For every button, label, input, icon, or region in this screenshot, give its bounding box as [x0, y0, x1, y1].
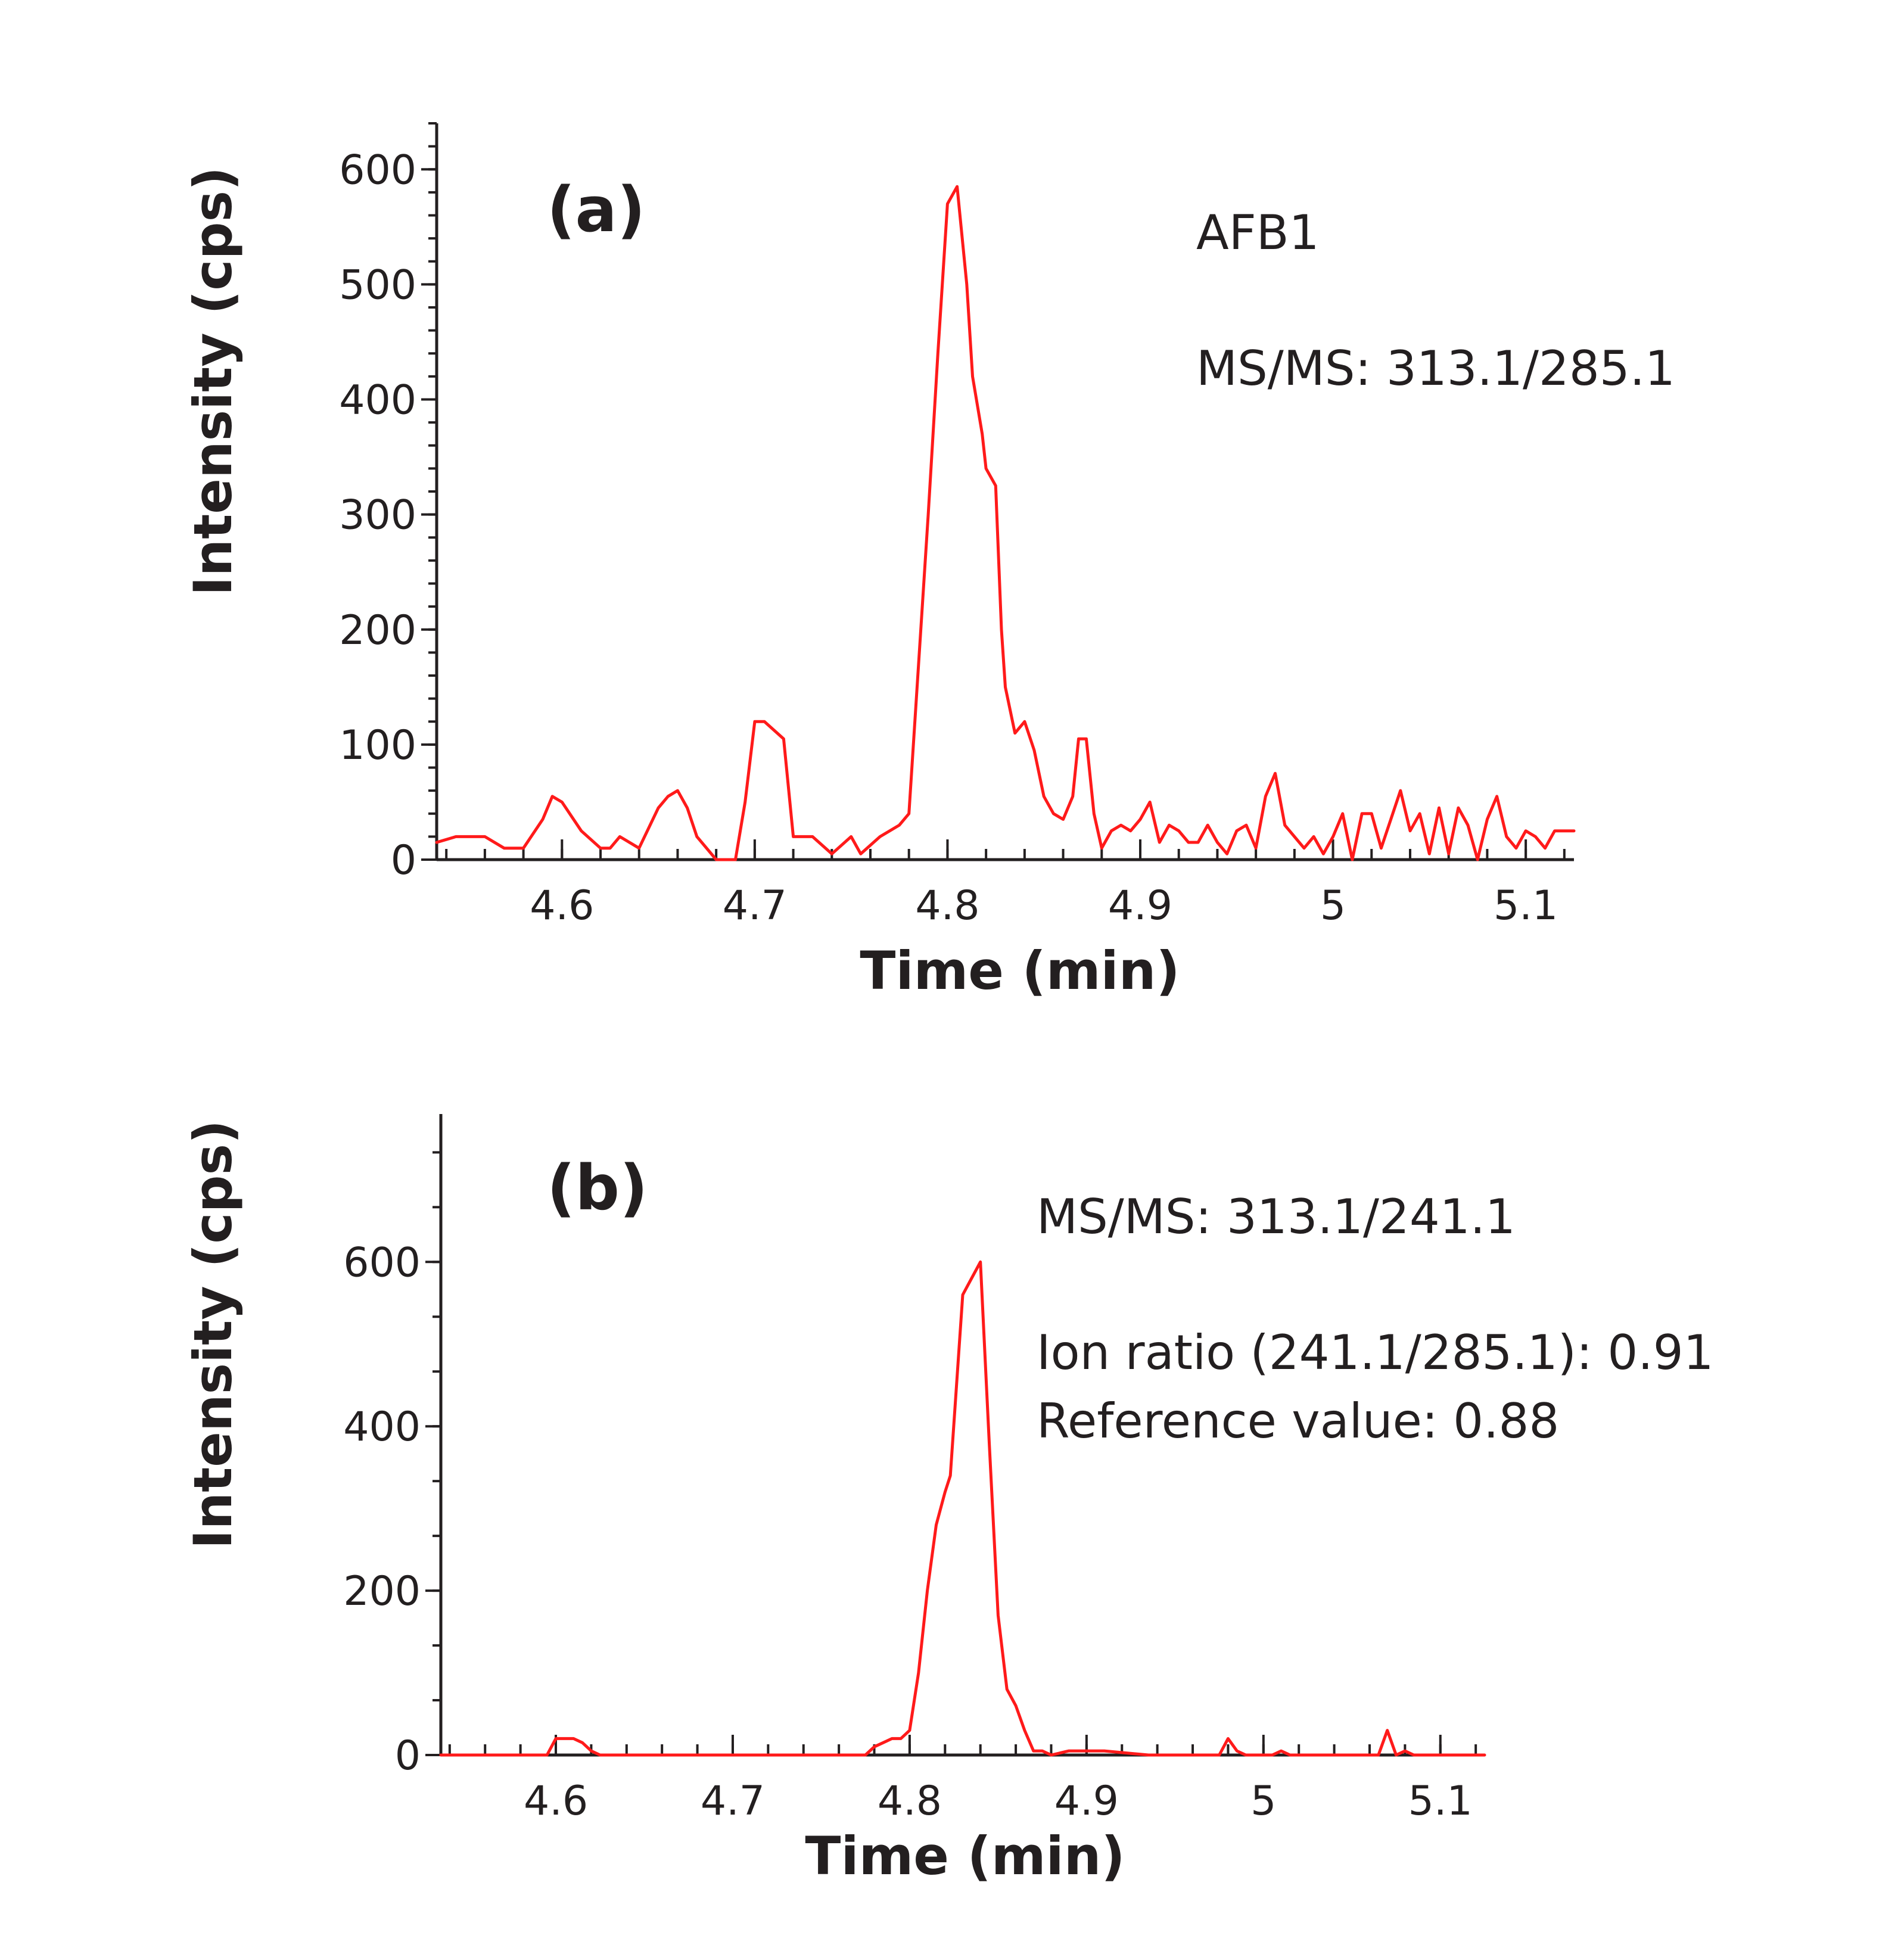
x-tick-label: 5: [1320, 882, 1346, 929]
panel-b-label: (b): [547, 1152, 648, 1224]
panel-b-trace: [439, 1260, 1486, 1757]
x-tick-label: 5: [1250, 1778, 1276, 1825]
x-tick-label: 4.7: [723, 882, 787, 929]
y-tick-label: 400: [343, 1404, 421, 1451]
x-tick-label: 4.9: [1108, 882, 1172, 929]
panel-a-trace: [435, 185, 1576, 861]
y-tick-label: 0: [395, 1732, 421, 1779]
panel-b-ion-ratio-label: Ion ratio (241.1/285.1): 0.91: [1037, 1325, 1713, 1380]
x-tick-label: 4.9: [1054, 1778, 1119, 1825]
x-tick-label: 4.8: [878, 1778, 942, 1825]
y-tick-label: 600: [343, 1239, 421, 1286]
panel-b-y-axis-title: Intensity (cps): [182, 1120, 244, 1549]
chart-panel-b: 0 200 400 600 4.6 4.7 4.8 4.9 5 5.1 (b) MS/MS: 31…: [182, 1114, 1713, 1887]
y-tick-label: 200: [343, 1568, 421, 1615]
x-tick-label: 5.1: [1408, 1778, 1473, 1825]
x-tick-label: 4.6: [530, 882, 594, 929]
x-tick-label: 4.8: [915, 882, 979, 929]
x-tick-label: 4.7: [701, 1778, 765, 1825]
panel-b-transition-label: MS/MS: 313.1/241.1: [1037, 1189, 1516, 1244]
y-tick-label: 100: [339, 722, 416, 769]
panel-b-tick-labels: 0 200 400 600 4.6 4.7 4.8 4.9 5 5.1: [343, 1239, 1473, 1825]
panel-b-x-axis-title: Time (min): [805, 1825, 1125, 1887]
panel-a-y-axis-title: Intensity (cps): [182, 167, 244, 596]
panel-a-compound-label: AFB1: [1196, 205, 1320, 260]
panel-b-reference-label: Reference value: 0.88: [1037, 1393, 1559, 1449]
panel-a-label: (a): [547, 173, 645, 246]
y-tick-label: 600: [339, 147, 416, 194]
panel-a-tick-labels: 0 100 200 300 400 500 600 4.6 4.7 4.8 4.9 5 5.1: [339, 147, 1558, 929]
y-tick-label: 0: [391, 837, 416, 884]
y-tick-label: 400: [339, 377, 416, 424]
x-tick-label: 4.6: [524, 1778, 588, 1825]
panel-a-x-axis-title: Time (min): [860, 940, 1180, 1001]
panel-a-transition-label: MS/MS: 313.1/285.1: [1196, 341, 1675, 396]
y-tick-label: 500: [339, 262, 416, 309]
y-tick-label: 300: [339, 492, 416, 539]
x-tick-label: 5.1: [1494, 882, 1558, 929]
y-tick-label: 200: [339, 607, 416, 654]
